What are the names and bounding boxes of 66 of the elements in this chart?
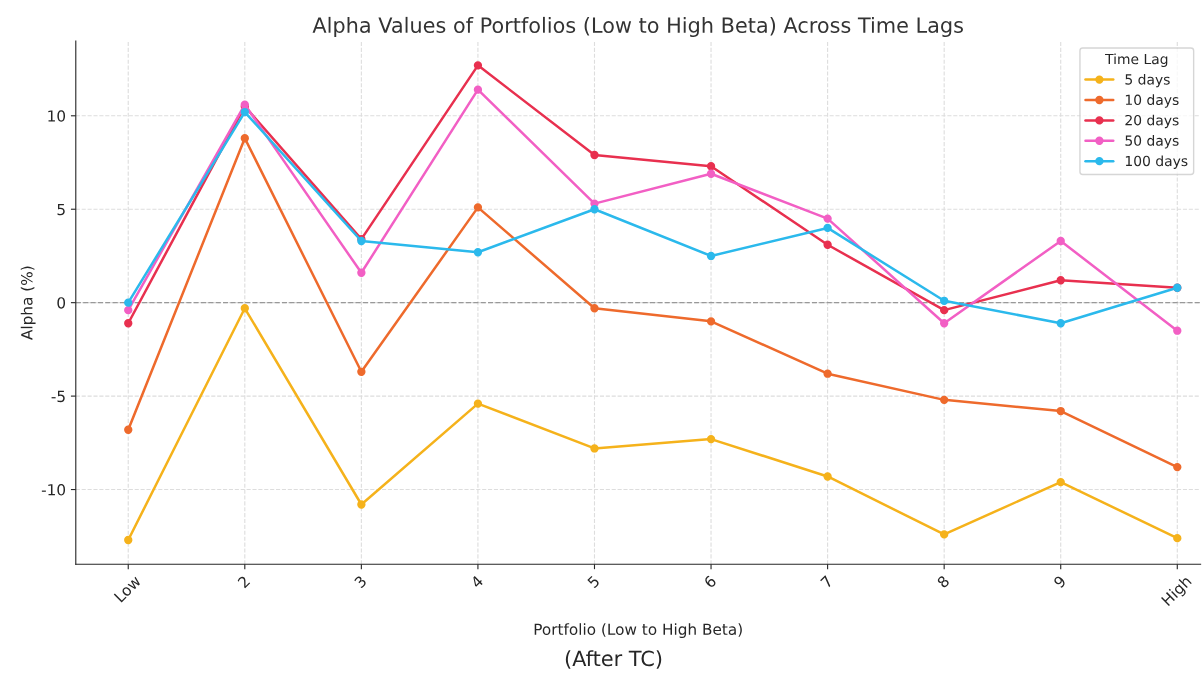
- point: [590, 150, 599, 160]
- point: [823, 472, 832, 481]
- point: [357, 367, 366, 376]
- x-tick-label: 8: [936, 574, 950, 589]
- point: [357, 268, 366, 277]
- point: [706, 434, 716, 444]
- point: [1056, 276, 1065, 285]
- legend-label: 20 days: [1125, 114, 1179, 129]
- point: [473, 61, 483, 70]
- point: [124, 535, 133, 545]
- legend-label: 10 days: [1125, 94, 1179, 108]
- point: [1173, 326, 1182, 335]
- point: [1056, 236, 1065, 246]
- point: [706, 162, 716, 171]
- y-tick-label: -5: [51, 390, 65, 403]
- y-tick-label: 10: [48, 110, 66, 122]
- point: [1056, 406, 1065, 416]
- x-tick-label: 3: [353, 575, 368, 589]
- legend-title: Time Lag: [1105, 53, 1168, 67]
- point: [124, 298, 133, 307]
- legend-label: 50 days: [1125, 135, 1179, 149]
- legend-label: 100 days: [1125, 155, 1188, 169]
- point: [240, 107, 249, 117]
- point: [706, 317, 716, 326]
- point: [1056, 477, 1065, 487]
- point: [473, 248, 483, 257]
- point: [1173, 462, 1182, 472]
- point: [124, 425, 133, 434]
- legend-label: 5 days: [1125, 73, 1170, 88]
- point: [473, 203, 483, 212]
- point: [823, 214, 832, 223]
- x-tick-label: 5: [586, 575, 601, 589]
- point: [823, 223, 832, 233]
- x-tick-label: 6: [703, 574, 717, 589]
- y-tick-label: 0: [57, 297, 66, 309]
- point: [240, 304, 249, 313]
- point: [357, 500, 366, 509]
- point: [939, 305, 949, 315]
- point: [590, 304, 599, 313]
- point: [706, 251, 716, 261]
- point: [939, 530, 949, 539]
- point: [823, 369, 832, 378]
- point: [124, 319, 133, 328]
- point: [1173, 533, 1182, 543]
- point: [240, 134, 249, 143]
- y-tick-label: -10: [41, 484, 66, 496]
- x-tick-label: 7: [820, 575, 834, 589]
- x-axis-title: Portfolio (Low to High Beta): [534, 623, 742, 638]
- point: [939, 319, 949, 328]
- point: [706, 169, 716, 178]
- point: [939, 296, 949, 305]
- point: [124, 305, 133, 315]
- point: [590, 205, 599, 214]
- point: [473, 85, 483, 94]
- y-axis-title: Alpha (%): [20, 266, 36, 340]
- point: [590, 444, 599, 453]
- chart-title: Alpha Values of Portfolios (Low to High Beta) Across Time Lags: [312, 16, 963, 38]
- text: (After TC): [565, 650, 662, 669]
- point: [1056, 319, 1065, 328]
- x-tick-label: 4: [470, 574, 484, 589]
- point: [473, 399, 483, 408]
- point: [939, 395, 949, 405]
- x-tick-label: 2: [237, 575, 251, 589]
- y-tick-label: 5: [57, 203, 65, 216]
- point: [823, 240, 832, 249]
- x-tick-label: 9: [1052, 574, 1067, 589]
